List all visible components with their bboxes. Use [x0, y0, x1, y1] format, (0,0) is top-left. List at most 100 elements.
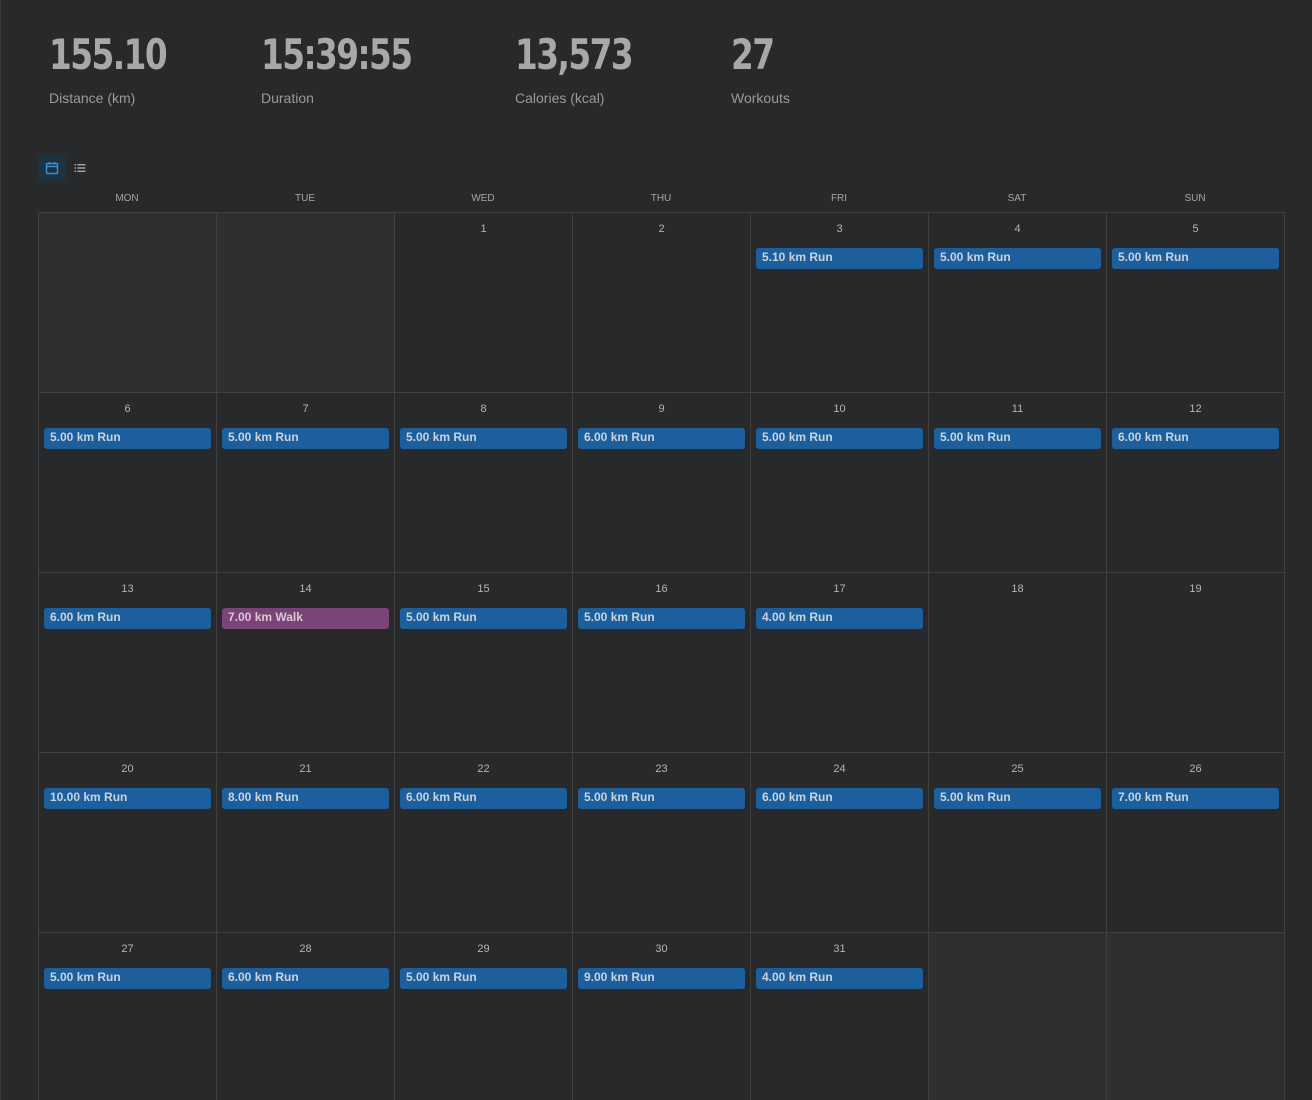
walk-workout-event[interactable]: 7.00 km Walk	[222, 608, 389, 629]
day-number: 25	[1011, 763, 1024, 775]
calendar-day-cell[interactable]: 14 7.00 km Walk	[217, 573, 395, 753]
calendar-cell-outside-month	[1107, 933, 1285, 1100]
run-workout-event[interactable]: 6.00 km Run	[578, 428, 745, 449]
day-number: 24	[833, 763, 846, 775]
run-workout-event[interactable]: 5.10 km Run	[756, 248, 923, 269]
run-workout-event[interactable]: 5.00 km Run	[934, 788, 1101, 809]
calendar-day-cell[interactable]: 1	[395, 213, 573, 393]
stat-distance-label: Distance (km)	[49, 90, 136, 106]
run-workout-event[interactable]: 5.00 km Run	[400, 608, 567, 629]
calendar-day-cell[interactable]: 19	[1107, 573, 1285, 753]
run-workout-event[interactable]: 6.00 km Run	[400, 788, 567, 809]
calendar-day-cell[interactable]: 7 5.00 km Run	[217, 393, 395, 573]
day-number: 11	[1011, 403, 1024, 415]
calendar-grid: 1 2 3 5.10 km Run 4 5.00 km Run 5 5.00 km Run 6 5…	[38, 212, 1285, 1100]
list-icon	[74, 164, 86, 172]
day-number: 17	[833, 583, 846, 595]
calendar-day-cell[interactable]: 25 5.00 km Run	[929, 753, 1107, 933]
run-workout-event[interactable]: 6.00 km Run	[222, 968, 389, 989]
day-number: 26	[1189, 763, 1202, 775]
weekday-header: MON TUE WED THU FRI SAT SUN	[38, 188, 1285, 212]
calendar-day-cell[interactable]: 30 9.00 km Run	[573, 933, 751, 1100]
calendar-day-cell[interactable]: 23 5.00 km Run	[573, 753, 751, 933]
calendar-day-cell[interactable]: 27 5.00 km Run	[39, 933, 217, 1100]
run-workout-event[interactable]: 9.00 km Run	[578, 968, 745, 989]
calendar-day-cell[interactable]: 31 4.00 km Run	[751, 933, 929, 1100]
run-workout-event[interactable]: 5.00 km Run	[934, 248, 1101, 269]
stat-duration: 15:39:55 Duration	[261, 30, 454, 106]
run-workout-event[interactable]: 6.00 km Run	[756, 788, 923, 809]
stat-workouts-label: Workouts	[731, 90, 790, 106]
calendar-day-cell[interactable]: 17 4.00 km Run	[751, 573, 929, 753]
calendar-view-button[interactable]	[38, 155, 66, 181]
run-workout-event[interactable]: 8.00 km Run	[222, 788, 389, 809]
run-workout-event[interactable]: 5.00 km Run	[578, 608, 745, 629]
weekday-label: MON	[115, 193, 139, 204]
run-workout-event[interactable]: 5.00 km Run	[578, 788, 745, 809]
run-workout-event[interactable]: 5.00 km Run	[222, 428, 389, 449]
month-calendar: MON TUE WED THU FRI SAT SUN 1 2 3 5.10 km Run 4 5.0…	[38, 188, 1285, 1100]
calendar-day-cell[interactable]: 28 6.00 km Run	[217, 933, 395, 1100]
day-number: 1	[480, 223, 487, 235]
calendar-day-cell[interactable]: 9 6.00 km Run	[573, 393, 751, 573]
day-number: 19	[1189, 583, 1202, 595]
day-number: 12	[1189, 403, 1202, 415]
day-number: 10	[833, 403, 846, 415]
stat-calories-value: 13,573	[515, 30, 634, 79]
run-workout-event[interactable]: 6.00 km Run	[1112, 428, 1279, 449]
run-workout-event[interactable]: 6.00 km Run	[44, 608, 211, 629]
calendar-day-cell[interactable]: 12 6.00 km Run	[1107, 393, 1285, 573]
calendar-day-cell[interactable]: 15 5.00 km Run	[395, 573, 573, 753]
calendar-icon	[45, 162, 59, 175]
stat-duration-value: 15:39:55	[261, 30, 413, 79]
calendar-day-cell[interactable]: 2	[573, 213, 751, 393]
calendar-day-cell[interactable]: 4 5.00 km Run	[929, 213, 1107, 393]
stat-duration-label: Duration	[261, 90, 314, 106]
day-number: 16	[655, 583, 668, 595]
weekday-label: SUN	[1184, 193, 1206, 204]
calendar-day-cell[interactable]: 16 5.00 km Run	[573, 573, 751, 753]
stat-workouts: 27 Workouts	[731, 30, 790, 106]
calendar-day-cell[interactable]: 21 8.00 km Run	[217, 753, 395, 933]
run-workout-event[interactable]: 5.00 km Run	[400, 428, 567, 449]
calendar-day-cell[interactable]: 26 7.00 km Run	[1107, 753, 1285, 933]
calendar-day-cell[interactable]: 29 5.00 km Run	[395, 933, 573, 1100]
calendar-day-cell[interactable]: 11 5.00 km Run	[929, 393, 1107, 573]
stat-calories-label: Calories (kcal)	[515, 90, 605, 106]
run-workout-event[interactable]: 10.00 km Run	[44, 788, 211, 809]
calendar-day-cell[interactable]: 10 5.00 km Run	[751, 393, 929, 573]
list-view-button[interactable]	[66, 155, 94, 181]
calendar-day-cell[interactable]: 3 5.10 km Run	[751, 213, 929, 393]
stat-distance-value: 155.10	[49, 30, 168, 79]
run-workout-event[interactable]: 4.00 km Run	[756, 608, 923, 629]
stat-distance: 155.10 Distance (km)	[49, 30, 199, 106]
day-number: 3	[836, 223, 843, 235]
calendar-day-cell[interactable]: 20 10.00 km Run	[39, 753, 217, 933]
calendar-day-cell[interactable]: 8 5.00 km Run	[395, 393, 573, 573]
day-number: 13	[121, 583, 134, 595]
day-number: 14	[299, 583, 312, 595]
calendar-day-cell[interactable]: 24 6.00 km Run	[751, 753, 929, 933]
calendar-day-cell[interactable]: 13 6.00 km Run	[39, 573, 217, 753]
run-workout-event[interactable]: 5.00 km Run	[756, 428, 923, 449]
run-workout-event[interactable]: 5.00 km Run	[44, 968, 211, 989]
run-workout-event[interactable]: 7.00 km Run	[1112, 788, 1279, 809]
calendar-day-cell[interactable]: 18	[929, 573, 1107, 753]
run-workout-event[interactable]: 5.00 km Run	[400, 968, 567, 989]
day-number: 5	[1192, 223, 1199, 235]
day-number: 6	[124, 403, 131, 415]
run-workout-event[interactable]: 5.00 km Run	[44, 428, 211, 449]
weekday-label: FRI	[830, 193, 848, 204]
calendar-day-cell[interactable]: 5 5.00 km Run	[1107, 213, 1285, 393]
calendar-day-cell[interactable]: 22 6.00 km Run	[395, 753, 573, 933]
run-workout-event[interactable]: 5.00 km Run	[1112, 248, 1279, 269]
run-workout-event[interactable]: 4.00 km Run	[756, 968, 923, 989]
calendar-day-cell[interactable]: 6 5.00 km Run	[39, 393, 217, 573]
day-number: 2	[658, 223, 665, 235]
run-workout-event[interactable]: 5.00 km Run	[934, 428, 1101, 449]
day-number: 28	[299, 943, 312, 955]
calendar-cell-outside-month	[929, 933, 1107, 1100]
stat-calories: 13,573 Calories (kcal)	[515, 30, 665, 106]
weekday-label: WED	[471, 193, 495, 204]
